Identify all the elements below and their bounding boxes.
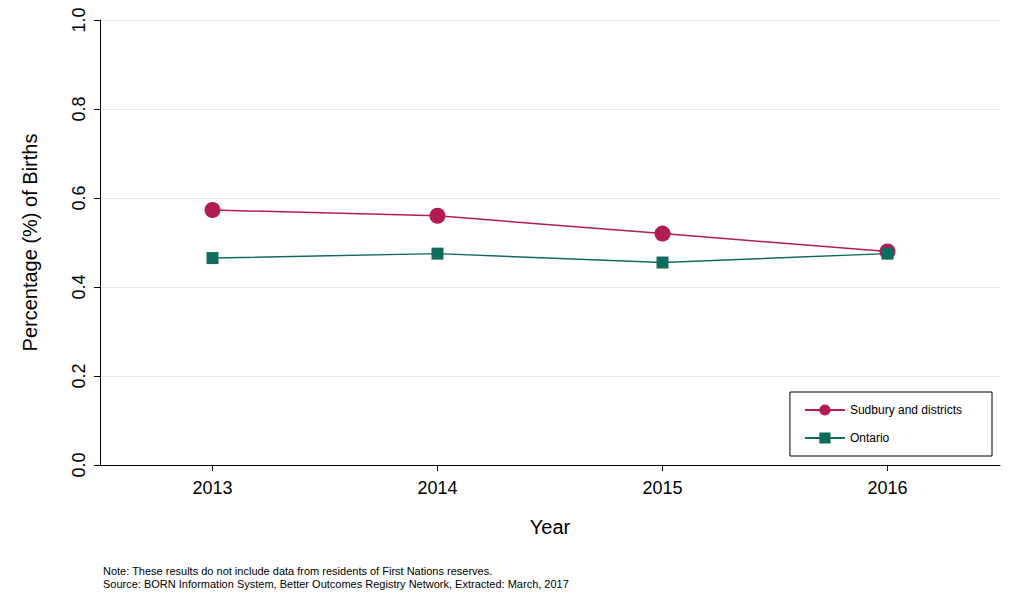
- svg-text:Year: Year: [530, 516, 571, 538]
- svg-text:0.4: 0.4: [69, 274, 89, 299]
- svg-text:2016: 2016: [867, 478, 907, 498]
- svg-text:0.6: 0.6: [69, 185, 89, 210]
- svg-text:Note: These results do not inc: Note: These results do not include data …: [103, 565, 492, 577]
- svg-text:Ontario: Ontario: [850, 431, 890, 445]
- svg-text:1.0: 1.0: [69, 7, 89, 32]
- svg-text:Percentage (%) of Births: Percentage (%) of Births: [19, 134, 41, 352]
- svg-text:2014: 2014: [417, 478, 457, 498]
- svg-text:0.8: 0.8: [69, 96, 89, 121]
- svg-text:2015: 2015: [642, 478, 682, 498]
- svg-text:2013: 2013: [192, 478, 232, 498]
- svg-text:Sudbury and districts: Sudbury and districts: [850, 403, 962, 417]
- svg-text:0.0: 0.0: [69, 452, 89, 477]
- svg-text:0.2: 0.2: [69, 363, 89, 388]
- svg-text:Source: BORN Information Syste: Source: BORN Information System, Better …: [103, 578, 569, 590]
